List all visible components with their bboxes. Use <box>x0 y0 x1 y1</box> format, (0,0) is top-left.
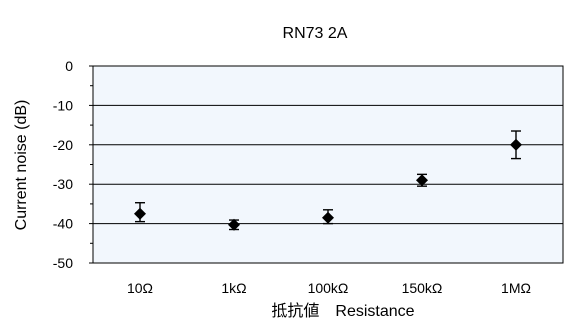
x-tick-label: 100kΩ <box>308 280 349 296</box>
data-point <box>510 130 522 160</box>
x-tick-label: 1kΩ <box>221 280 246 296</box>
y-tick-label: -30 <box>53 176 73 192</box>
data-point <box>416 173 428 187</box>
data-point <box>228 218 240 231</box>
x-axis-label: 抵抗値 Resistance <box>271 302 414 320</box>
plot-area <box>92 65 564 264</box>
y-tick-label: -50 <box>53 255 73 271</box>
y-tick-label: -10 <box>53 97 73 113</box>
x-tick-label: 10Ω <box>127 280 153 296</box>
x-tick-label: 1MΩ <box>501 280 531 296</box>
y-axis-label: Current noise (dB) <box>13 100 30 231</box>
x-tick-labels: 10Ω 1kΩ 100kΩ 150kΩ 1MΩ <box>127 280 531 296</box>
grid-lines <box>89 65 563 264</box>
y-tick-labels: 0 -10 -20 -30 -40 -50 <box>53 58 73 271</box>
y-tick-label: 0 <box>65 58 73 74</box>
data-points <box>134 130 522 231</box>
y-tick-label: -20 <box>53 137 73 153</box>
x-tick-label: 150kΩ <box>402 280 443 296</box>
y-tick-label: -40 <box>53 216 73 232</box>
data-point <box>134 202 146 223</box>
chart-title: RN73 2A <box>283 25 348 42</box>
data-point <box>322 209 334 225</box>
